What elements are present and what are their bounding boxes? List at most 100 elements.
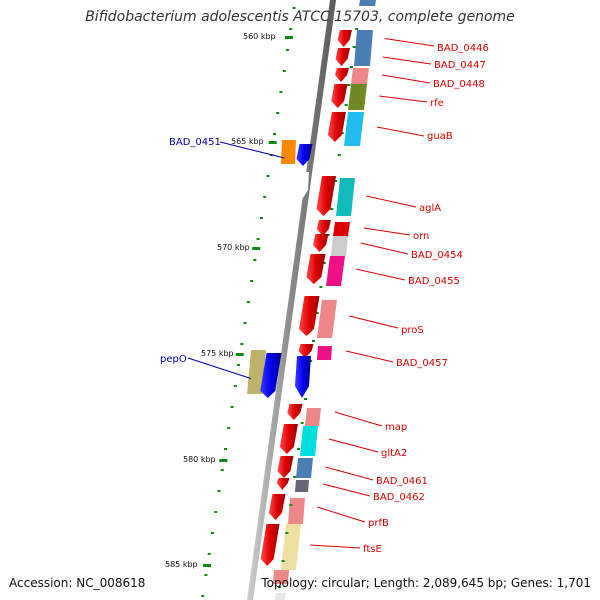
gene-label: guaB: [427, 131, 453, 142]
tick-label: 560 kbp: [243, 32, 276, 41]
scale-dot: [243, 322, 247, 324]
backbone-tail: [275, 593, 286, 600]
scale-dot: [256, 238, 260, 240]
scale-dot: [246, 301, 250, 303]
gene-arrow: [316, 176, 336, 216]
gene-arrow: [276, 478, 290, 490]
gene-label: aglA: [419, 203, 441, 214]
gene-leader-line: [310, 544, 361, 549]
gene-label: BAD_0447: [434, 60, 486, 71]
gene-arrow: [306, 254, 326, 284]
scale-dot: [266, 175, 270, 177]
grid-mark: [285, 532, 289, 534]
gene-leader-line: [379, 95, 428, 103]
gene-label: BAD_0461: [376, 476, 428, 487]
box-cyan-1: [300, 426, 318, 456]
scale-dot: [210, 532, 214, 534]
genome-backbone: [247, 0, 336, 600]
grid-mark: [289, 504, 293, 506]
gene-label: rfe: [430, 98, 444, 109]
gene-label: gltA2: [381, 448, 407, 459]
box-salmon-3: [288, 498, 305, 524]
box-salmon-4: [273, 570, 289, 584]
gene-label: prfB: [368, 518, 389, 529]
scale-dot: [259, 217, 263, 219]
scale-dot: [289, 28, 293, 30]
box-steelblue-2: [296, 458, 313, 478]
gene-leader-line: [355, 268, 406, 281]
grid-mark: [311, 340, 315, 342]
box-khaki-1: [247, 350, 266, 394]
gene-leader-line: [366, 195, 417, 208]
grid-mark: [355, 28, 359, 30]
accession-text: Accession: NC_008618: [9, 576, 146, 590]
box-darkgray-1: [295, 480, 309, 492]
scale-dot: [230, 406, 234, 408]
box-steelblue-top: [359, 0, 376, 6]
gene-arrow: [268, 494, 286, 520]
box-steelblue-1: [354, 30, 373, 66]
gene-label: BAD_0455: [408, 276, 460, 287]
gene-leader-line: [376, 126, 425, 137]
gene-label: BAD_0457: [396, 358, 448, 369]
gene-arrow: [298, 344, 314, 358]
scale-dot: [276, 112, 280, 114]
scale-dot: [217, 490, 221, 492]
gene-label: pepO: [160, 354, 187, 365]
box-salmon-1: [317, 300, 337, 338]
gene-leader-line: [334, 411, 383, 427]
gene-arrow: [298, 296, 320, 336]
scale-dot: [233, 385, 237, 387]
grid-mark: [330, 208, 334, 210]
scale-dot: [250, 280, 254, 282]
gene-label: BAD_0462: [373, 492, 425, 503]
tick-label: 580 kbp: [183, 455, 216, 464]
gene-arrow: [287, 404, 303, 420]
gene-arrow: [331, 84, 348, 108]
grid-mark: [352, 46, 356, 48]
grid-mark: [334, 180, 338, 182]
gene-leader-line: [360, 242, 409, 255]
gene-label: BAD_0451: [169, 137, 221, 148]
box-olive-1: [348, 84, 367, 110]
grid-mark: [349, 66, 353, 68]
box-teal-1: [336, 178, 355, 216]
grid-mark: [344, 104, 348, 106]
gene-label: proS: [401, 325, 424, 336]
topology-text: Topology: circular; Length: 2,089,645 bp…: [261, 576, 591, 590]
gene-leader-line: [323, 483, 371, 497]
scale-dot: [263, 196, 267, 198]
box-magenta-1: [326, 256, 345, 286]
grid-mark: [337, 154, 341, 156]
gene-leader-line: [345, 350, 394, 363]
gene-arrow: [260, 524, 280, 566]
grid-mark: [297, 448, 301, 450]
box-salmon-2: [305, 408, 321, 426]
gene-label: orn: [413, 231, 429, 242]
gene-label: BAD_0454: [411, 250, 463, 261]
gene-leader-line: [381, 74, 431, 84]
tick-label: 570 kbp: [217, 243, 250, 252]
gene-arrow: [337, 30, 352, 47]
grid-mark: [293, 476, 297, 478]
gene-leader-line: [317, 506, 366, 523]
feature-boxes: [247, 0, 376, 584]
grid-mark: [281, 560, 285, 562]
grid-mark: [300, 422, 304, 424]
gene-leader-line: [328, 438, 379, 453]
box-lightgray-1: [331, 236, 348, 256]
gene-label: BAD_0446: [437, 43, 489, 54]
gene-leader-line: [384, 38, 435, 47]
gene-leader-line: [187, 357, 252, 379]
grid-mark: [303, 398, 307, 400]
gene-arrow: [279, 424, 298, 454]
gene-arrow: [295, 356, 311, 398]
scale-tick: [219, 459, 228, 462]
scale-tick: [252, 247, 261, 250]
gene-arrow: [277, 456, 294, 478]
box-orange-1: [281, 140, 296, 164]
scale-tick: [285, 36, 293, 39]
gene-arrow: [296, 144, 313, 166]
gene-label: ftsE: [363, 544, 382, 555]
